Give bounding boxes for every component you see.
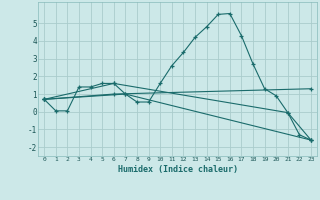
- X-axis label: Humidex (Indice chaleur): Humidex (Indice chaleur): [118, 165, 238, 174]
